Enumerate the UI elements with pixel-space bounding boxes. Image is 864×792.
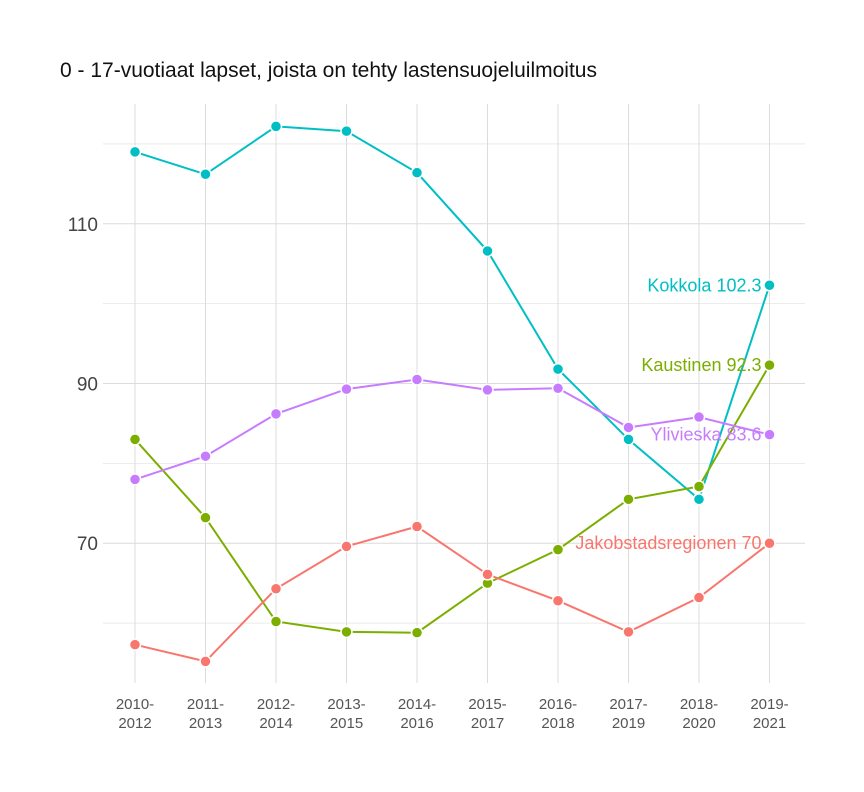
data-point-ylivieska: [128, 473, 142, 486]
series-line-kokkola: [134, 125, 771, 502]
series-points: [128, 120, 776, 668]
data-point-ylivieska: [763, 428, 776, 441]
data-point-kokkola: [128, 145, 142, 159]
data-point-jakobstadsregionen: [128, 638, 142, 651]
x-tick-label: 2019-2021: [750, 696, 788, 732]
data-point-kokkola: [622, 433, 635, 446]
data-point-ylivieska: [692, 410, 706, 424]
data-point-kaustinen: [692, 480, 706, 493]
data-point-jakobstadsregionen: [269, 582, 283, 596]
end-label-kaustinen: Kaustinen 92.3: [641, 355, 761, 375]
data-point-kokkola: [269, 120, 283, 133]
data-point-kokkola: [551, 362, 565, 376]
data-point-jakobstadsregionen: [199, 655, 212, 668]
x-tick-label: 2013-2015: [327, 696, 365, 732]
x-tick-label: 2014-2016: [398, 696, 436, 732]
y-tick-label: 110: [68, 215, 98, 236]
data-point-ylivieska: [410, 373, 424, 386]
data-point-kaustinen: [340, 625, 353, 639]
data-point-kaustinen: [551, 543, 565, 556]
data-point-ylivieska: [199, 449, 212, 463]
data-point-ylivieska: [269, 407, 283, 421]
data-point-kokkola: [199, 168, 212, 181]
data-point-kaustinen: [199, 511, 212, 524]
series-lines: [134, 125, 771, 663]
data-point-kaustinen: [622, 493, 635, 506]
series-line-jakobstadsregionen: [134, 525, 771, 663]
data-point-kokkola: [481, 244, 494, 258]
series-end-labels: Kokkola 102.3 Kaustinen 92.3 Ylivieska 83.…: [575, 275, 761, 553]
data-point-jakobstadsregionen: [481, 568, 494, 581]
data-point-jakobstadsregionen: [410, 520, 424, 533]
data-point-jakobstadsregionen: [551, 594, 565, 607]
data-point-ylivieska: [551, 382, 565, 395]
chart-title: 0 - 17-vuotiaat lapset, joista on tehty …: [60, 59, 597, 82]
data-point-kaustinen: [763, 358, 776, 372]
end-label-ylivieska: Ylivieska 83.6: [650, 425, 761, 445]
data-point-jakobstadsregionen: [622, 625, 635, 639]
y-tick-label: 70: [77, 534, 98, 555]
x-tick-label: 2015-2017: [468, 696, 506, 732]
data-point-kaustinen: [128, 433, 142, 446]
x-tick-label: 2011-2013: [187, 696, 224, 732]
end-label-jakobstadsregionen: Jakobstadsregionen 70: [575, 533, 761, 553]
data-point-ylivieska: [340, 382, 353, 396]
x-tick-label: 2012-2014: [257, 696, 295, 732]
data-point-kokkola: [410, 166, 424, 179]
data-point-jakobstadsregionen: [763, 536, 776, 550]
y-axis-ticks: 70 90 110: [68, 215, 98, 555]
x-tick-label: 2016-2018: [539, 696, 577, 732]
data-point-jakobstadsregionen: [340, 540, 353, 553]
data-point-jakobstadsregionen: [692, 591, 706, 604]
x-axis-ticks: 2010-2012 2011-2013 2012-2014 2013-2015 2014…: [116, 696, 789, 732]
data-point-kokkola: [692, 493, 706, 506]
data-point-kokkola: [763, 279, 776, 292]
y-tick-label: 90: [77, 375, 98, 396]
x-tick-label: 2010-2012: [116, 696, 154, 732]
data-point-kokkola: [340, 124, 353, 138]
end-label-kokkola: Kokkola 102.3: [647, 275, 761, 295]
data-point-kaustinen: [269, 615, 283, 628]
x-tick-label: 2018-2020: [680, 696, 718, 732]
data-point-ylivieska: [481, 383, 494, 397]
data-point-kaustinen: [410, 626, 424, 639]
x-tick-label: 2017-2019: [609, 696, 647, 732]
series-line-kaustinen: [134, 364, 771, 634]
series-line-ylivieska: [134, 378, 770, 481]
data-point-ylivieska: [622, 421, 635, 434]
